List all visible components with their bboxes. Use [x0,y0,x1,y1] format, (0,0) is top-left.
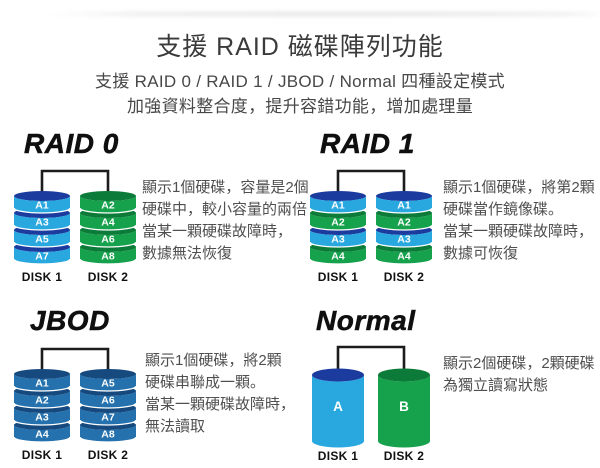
platter-label: A1 [397,200,411,212]
normal-diagram-svg: A DISK 1 B DISK 2 [312,345,430,463]
volume-label: B [399,399,409,414]
platter-label: A3 [397,234,411,246]
subtitle-benefits: 加強資料整合度，提升容錯功能，增加處理量 [127,97,473,116]
platter-label: A6 [101,234,115,246]
platter-label: A3 [35,412,49,424]
disk-stack: A4 A3 A2 A1 [309,191,367,265]
description-line: 顯示2個硬碟，2顆硬碟 [443,355,595,372]
description-line: 當某一顆硬碟故障時， [145,396,296,413]
jbod-diagram: A4 A3 A2 A1 DISK 1 A8 A7 A6 A5 DISK 2 [12,341,147,468]
description-line: 當某一顆硬碟故障時， [443,223,594,240]
jbod-description: 顯示1個硬碟，將2顆 硬碟串聯成一顆。當某一顆硬碟故障時， 無法讀取 [145,350,295,438]
normal-diagram: A DISK 1 B DISK 2 [308,339,443,468]
page-title: 支援 RAID 磁碟陣列功能 [156,33,444,61]
platter-label: A3 [331,234,345,246]
disk-platter: A2 [79,191,137,214]
platter-label: A5 [101,378,115,390]
description-line: 顯示1個硬碟，將第2顆 [443,179,595,196]
platter-label: A8 [101,429,115,441]
description-line: 顯示1個硬碟，將2顆 [145,352,282,369]
disk-caption: DISK 2 [384,449,425,463]
raid1-diagram: A4 A3 A2 A1 DISK 1 A4 A3 A2 A1 DISK 2 [308,163,443,295]
jbod-diagram-svg: A4 A3 A2 A1 DISK 1 A8 A7 A6 A5 DISK 2 [13,347,137,462]
disk-platter: A5 [79,369,137,392]
disk-stack: A4 A3 A2 A1 [375,191,433,265]
disk-stack: A8 A6 A4 A2 [79,191,137,265]
platter-label: A2 [35,395,49,407]
disk-stack: A8 A7 A6 A5 [79,369,137,443]
raid1-description: 顯示1個硬碟，將第2顆 硬碟當作鏡像碟。當某一顆硬碟故障時， 數據可恢復 [443,177,595,265]
description-line: 顯示1個硬碟，容量是2個 [142,179,309,196]
disk-platter: A1 [375,191,433,214]
description-line: 硬碟串聯成一顆。 [145,374,266,391]
description-line: 數據無法恢復 [142,245,233,262]
description-line: 無法讀取 [145,418,206,435]
normal-description: 顯示2個硬碟，2顆硬碟 為獨立讀寫狀態 [443,353,595,397]
subtitle-modes: 支援 RAID 0 / RAID 1 / JBOD / Normal 四種設定模… [95,72,505,91]
platter-label: A1 [331,200,345,212]
disk-stack: A7 A5 A3 A1 [13,191,71,265]
disk-cylinder: A [312,368,364,448]
platter-label: A2 [101,200,115,212]
disk-platter: A1 [309,191,367,214]
connector-bracket [336,169,406,196]
disk-caption: DISK 1 [318,449,359,463]
disk-platter: A1 [13,369,71,392]
platter-label: A1 [35,200,49,212]
platter-label: A1 [35,378,49,390]
platter-label: A5 [35,234,49,246]
platter-label: A4 [397,251,411,263]
platter-label: A4 [35,429,49,441]
description-line: 當某一顆硬碟故障時， [142,223,293,240]
disk-caption: DISK 2 [88,448,129,462]
connector-bracket [40,347,110,374]
disk-caption: DISK 1 [22,448,63,462]
description-line: 數據可恢復 [443,245,519,262]
disk-caption: DISK 2 [88,270,129,284]
description-line: 硬碟當作鏡像碟。 [443,201,564,218]
platter-label: A2 [397,217,411,229]
disk-cylinder: B [378,368,430,448]
raid1-diagram-svg: A4 A3 A2 A1 DISK 1 A4 A3 A2 A1 DISK 2 [309,169,433,284]
disk-caption: DISK 1 [318,270,359,284]
disk-caption: DISK 2 [384,270,425,284]
disk-platter: A1 [13,191,71,214]
section-title-normal: Normal [316,305,416,337]
description-line: 為獨立讀寫狀態 [443,377,549,394]
platter-label: A3 [35,217,49,229]
section-title-raid1: RAID 1 [320,128,415,160]
platter-label: A8 [101,251,115,263]
platter-label: A4 [101,217,115,229]
top-edge-shadow [36,12,600,16]
platter-label: A7 [101,412,115,424]
connector-bracket [40,169,110,196]
section-title-jbod: JBOD [30,305,110,337]
platter-label: A6 [101,395,115,407]
raid0-description: 顯示1個硬碟，容量是2個 硬碟中，較小容量的兩倍 當某一顆硬碟故障時， 數據無法恢復 [142,177,309,265]
connector-bracket [336,345,406,375]
description-line: 硬碟中，較小容量的兩倍 [142,201,308,218]
disk-caption: DISK 1 [22,270,63,284]
raid0-diagram-svg: A7 A5 A3 A1 DISK 1 A8 A6 A4 A2 DISK 2 [13,169,137,284]
disk-stack: A4 A3 A2 A1 [13,369,71,443]
raid0-diagram: A7 A5 A3 A1 DISK 1 A8 A6 A4 A2 DISK 2 [12,163,147,295]
platter-label: A2 [331,217,345,229]
platter-label: A7 [35,251,49,263]
platter-label: A4 [331,251,345,263]
section-title-raid0: RAID 0 [24,128,119,160]
volume-label: A [333,399,343,414]
